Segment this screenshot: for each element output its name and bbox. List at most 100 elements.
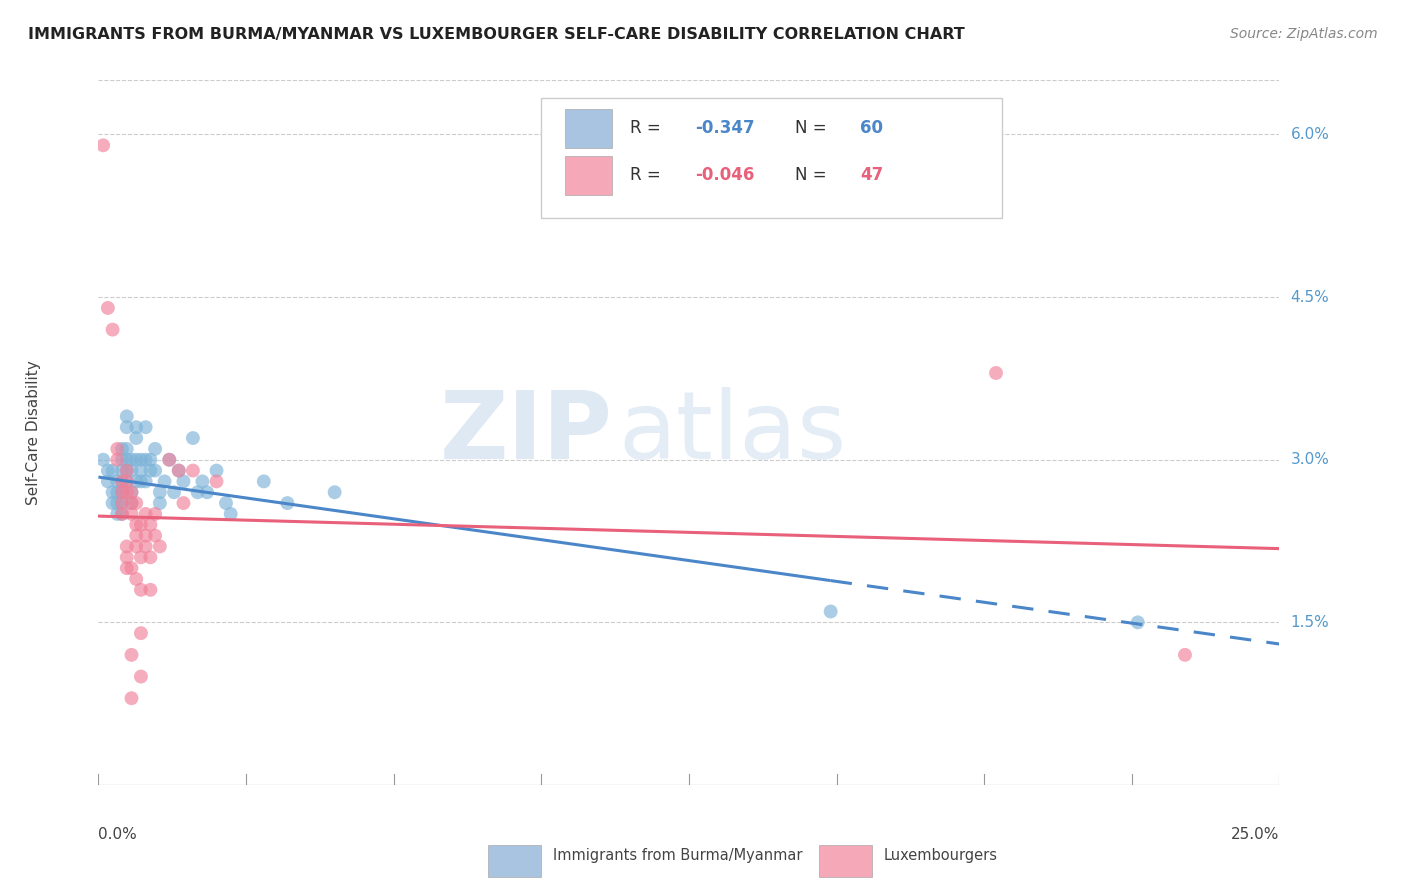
Text: Self-Care Disability: Self-Care Disability xyxy=(25,360,41,505)
Point xyxy=(111,507,134,521)
Point xyxy=(91,452,114,467)
Point xyxy=(111,442,134,456)
Point xyxy=(191,475,214,489)
Point xyxy=(276,496,298,510)
Point xyxy=(172,496,194,510)
Text: atlas: atlas xyxy=(619,386,846,479)
Point xyxy=(105,475,128,489)
Point xyxy=(143,507,166,521)
Point xyxy=(111,475,134,489)
FancyBboxPatch shape xyxy=(541,98,1002,218)
Point xyxy=(195,485,218,500)
Text: 4.5%: 4.5% xyxy=(1291,290,1329,304)
Text: Immigrants from Burma/Myanmar: Immigrants from Burma/Myanmar xyxy=(553,848,803,863)
Point xyxy=(135,507,157,521)
Point xyxy=(181,464,204,478)
Point xyxy=(111,452,134,467)
Point xyxy=(149,540,172,554)
Point xyxy=(205,464,228,478)
Point xyxy=(121,507,143,521)
Point xyxy=(139,582,162,597)
Point xyxy=(135,420,157,434)
FancyBboxPatch shape xyxy=(488,845,541,877)
Text: 25.0%: 25.0% xyxy=(1232,827,1279,842)
Point xyxy=(153,475,176,489)
Point xyxy=(129,582,152,597)
Point xyxy=(167,464,190,478)
Point xyxy=(215,496,238,510)
Text: N =: N = xyxy=(796,167,832,185)
Point xyxy=(129,517,152,532)
Point xyxy=(111,496,134,510)
Point xyxy=(97,475,120,489)
Point xyxy=(125,517,148,532)
Point xyxy=(1126,615,1149,630)
Point xyxy=(181,431,204,445)
Point xyxy=(149,496,172,510)
Point xyxy=(121,691,143,706)
Point xyxy=(323,485,346,500)
Point xyxy=(820,605,842,619)
Text: R =: R = xyxy=(630,120,666,137)
Point xyxy=(105,485,128,500)
Point xyxy=(111,464,134,478)
Point xyxy=(105,507,128,521)
Text: N =: N = xyxy=(796,120,832,137)
Point xyxy=(115,550,138,565)
Point xyxy=(125,540,148,554)
Point xyxy=(129,550,152,565)
Point xyxy=(97,464,120,478)
Point xyxy=(121,485,143,500)
Point xyxy=(121,452,143,467)
Point xyxy=(125,496,148,510)
Text: 47: 47 xyxy=(860,167,883,185)
Point xyxy=(135,540,157,554)
Point xyxy=(139,517,162,532)
Point xyxy=(167,464,190,478)
FancyBboxPatch shape xyxy=(818,845,872,877)
Point xyxy=(172,475,194,489)
Point xyxy=(115,540,138,554)
Point xyxy=(115,409,138,424)
Point xyxy=(115,442,138,456)
FancyBboxPatch shape xyxy=(565,156,612,194)
Point xyxy=(135,475,157,489)
Text: IMMIGRANTS FROM BURMA/MYANMAR VS LUXEMBOURGER SELF-CARE DISABILITY CORRELATION C: IMMIGRANTS FROM BURMA/MYANMAR VS LUXEMBO… xyxy=(28,27,965,42)
Point xyxy=(121,496,143,510)
Point xyxy=(163,485,186,500)
Point xyxy=(121,464,143,478)
Point xyxy=(111,485,134,500)
Text: 60: 60 xyxy=(860,120,883,137)
Point xyxy=(143,528,166,542)
Point xyxy=(105,496,128,510)
Point xyxy=(115,561,138,575)
Point xyxy=(125,528,148,542)
Point xyxy=(101,485,124,500)
Point xyxy=(129,475,152,489)
Point xyxy=(121,485,143,500)
Point xyxy=(115,475,138,489)
FancyBboxPatch shape xyxy=(565,109,612,147)
Point xyxy=(111,496,134,510)
Point xyxy=(129,452,152,467)
Point xyxy=(129,669,152,683)
Point xyxy=(135,452,157,467)
Point xyxy=(115,420,138,434)
Text: 1.5%: 1.5% xyxy=(1291,615,1329,630)
Point xyxy=(121,496,143,510)
Point xyxy=(139,452,162,467)
Point xyxy=(125,475,148,489)
Point xyxy=(101,323,124,337)
Point xyxy=(115,475,138,489)
Point xyxy=(143,442,166,456)
Point xyxy=(91,138,114,153)
Point xyxy=(149,485,172,500)
Point xyxy=(205,475,228,489)
Point xyxy=(125,420,148,434)
Point xyxy=(115,464,138,478)
Text: ZIP: ZIP xyxy=(439,386,612,479)
Text: 6.0%: 6.0% xyxy=(1291,127,1330,142)
Point xyxy=(105,442,128,456)
Point xyxy=(984,366,1007,380)
Point xyxy=(125,572,148,586)
